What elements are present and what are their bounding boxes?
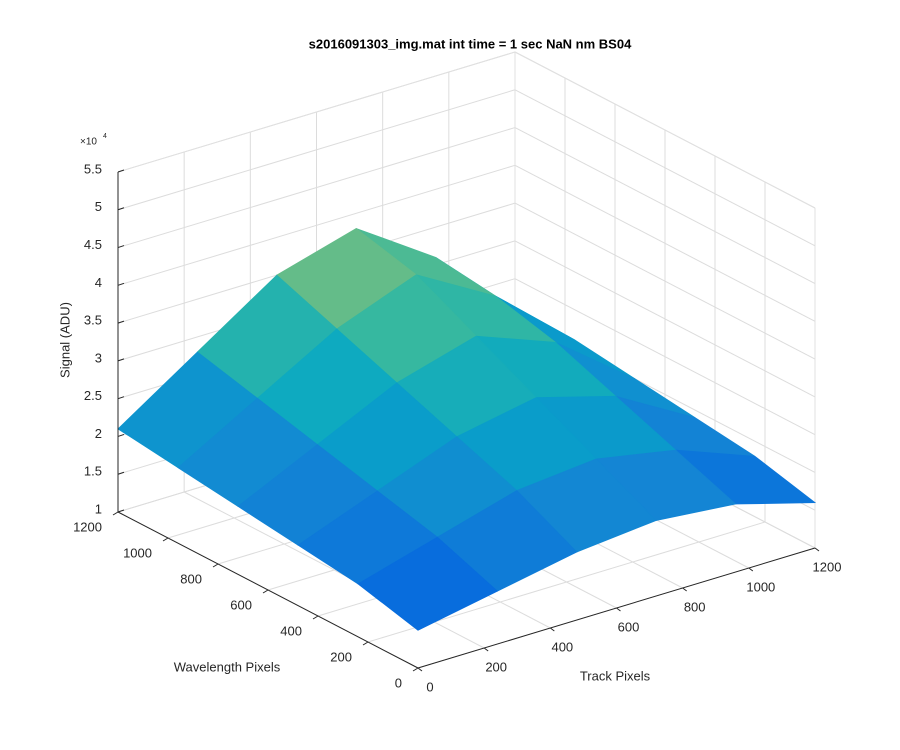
z-exponent-power: 4 [103,133,107,140]
y-tick-label: 400 [280,623,302,638]
y-tick [112,511,119,516]
z-tick [117,433,125,437]
z-tick [117,245,125,249]
y-tick-label: 1000 [123,545,152,560]
z-exponent-base: ×10 [80,137,97,148]
grid-line [514,164,816,322]
x-tick [550,627,555,632]
z-tick-label: 4.5 [84,237,102,252]
z-tick-label: 5.5 [84,161,102,176]
z-tick [117,471,125,475]
x-tick-label: 200 [485,659,507,674]
z-tick [117,282,125,286]
y-tick [162,537,169,542]
x-tick [616,607,621,612]
z-axis-label: Signal (ADU) [57,302,72,378]
grid-line [514,278,816,436]
x-tick-label: 1000 [746,579,775,594]
box-edge [514,51,816,209]
x-tick [682,587,687,592]
z-tick-label: 4 [95,275,102,290]
grid-line [117,127,516,249]
x-axis-label: Track Pixels [580,668,651,683]
z-tick-label: 3.5 [84,313,102,328]
grid-line [514,127,816,284]
y-tick [312,615,319,620]
box-edge [117,51,516,173]
grid-line [514,240,816,398]
x-tick-label: 1200 [813,559,842,574]
y-tick-label: 600 [230,597,252,612]
z-tick [117,169,125,173]
z-tick-label: 2.5 [84,388,102,403]
z-tick-label: 2 [95,426,102,441]
y-tick-label: 800 [180,571,202,586]
x-tick-label: 800 [684,599,706,614]
y-tick-label: 1200 [73,519,102,534]
y-tick-label: 200 [330,649,352,664]
z-tick [117,509,125,513]
grid-line [117,89,516,211]
z-tick [117,320,125,324]
grid-line [514,89,816,247]
grid-line [514,202,816,360]
x-tick [814,547,820,552]
x-tick [417,667,423,672]
grid-line [117,164,516,286]
x-tick [483,647,489,652]
z-tick [117,396,125,400]
z-tick-label: 1.5 [84,464,102,479]
chart-title: s2016091303_img.mat int time = 1 sec NaN… [309,36,632,51]
z-tick-label: 5 [95,199,102,214]
z-tick [117,358,125,362]
x-tick-label: 0 [426,679,433,694]
z-tick-label: 1 [95,501,102,516]
y-tick-label: 0 [395,675,402,690]
y-tick [212,563,219,568]
x-tick-label: 600 [618,619,640,634]
y-tick [262,589,269,594]
surface-cell [357,536,499,631]
z-tick-label: 3 [95,350,102,365]
y-tick [362,641,369,646]
y-tick [412,667,419,672]
x-tick-label: 400 [551,639,573,654]
z-tick [117,207,125,211]
y-axis-label: Wavelength Pixels [174,659,281,674]
x-tick [748,567,754,572]
